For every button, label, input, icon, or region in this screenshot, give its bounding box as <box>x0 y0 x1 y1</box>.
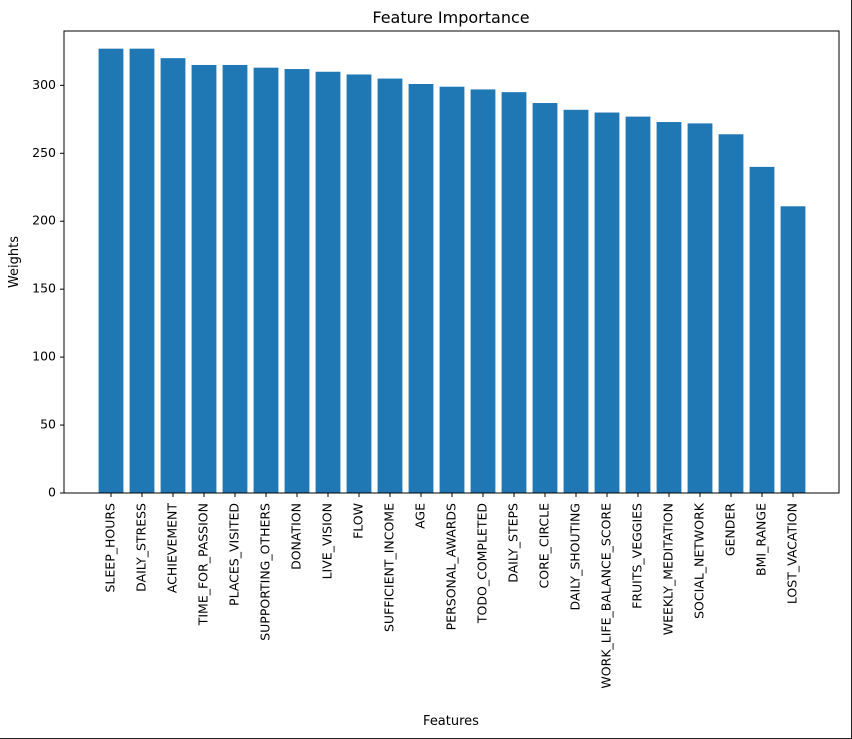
x-tick-label: TIME_FOR_PASSION <box>196 503 211 626</box>
bar-places-visited <box>222 64 248 493</box>
x-tick-label: DONATION <box>289 503 304 570</box>
bar-age <box>408 83 434 494</box>
x-axis-label: Features <box>423 714 479 729</box>
bar-todo-completed <box>470 89 496 494</box>
bar-gender <box>718 134 744 493</box>
bar-daily-shouting <box>563 109 589 493</box>
x-tick-label: DAILY_SHOUTING <box>568 503 583 611</box>
x-tick-label: WEEKLY_MEDITATION <box>661 503 676 635</box>
x-tick-label: LIVE_VISION <box>320 503 335 579</box>
x-tick-label: WORK_LIFE_BALANCE_SCORE <box>599 503 614 689</box>
bar-live-vision <box>315 71 341 493</box>
x-tick-label: DAILY_STEPS <box>506 503 521 583</box>
x-tick-label: FLOW <box>351 503 366 539</box>
bar-weekly-meditation <box>656 122 682 493</box>
bar-time-for-passion <box>191 64 217 493</box>
y-tick-label: 50 <box>40 417 56 432</box>
bar-donation <box>284 69 310 494</box>
bars-group <box>98 48 806 494</box>
x-tick-label: SOCIAL_NETWORK <box>692 502 707 619</box>
y-axis-label: Weights <box>7 236 22 288</box>
bar-bmi-range <box>749 166 775 493</box>
chart-title: Feature Importance <box>372 8 529 27</box>
y-tick-label: 0 <box>48 485 56 500</box>
y-tick-label: 200 <box>32 213 56 228</box>
bar-sufficient-income <box>377 78 403 493</box>
bar-personal-awards <box>439 86 465 494</box>
bar-work-life-balance-score <box>594 112 620 493</box>
x-tick-label: CORE_CIRCLE <box>537 503 552 589</box>
bar-daily-steps <box>501 92 527 494</box>
x-tick-label: SUPPORTING_OTHERS <box>258 503 273 641</box>
x-axis: SLEEP_HOURS DAILY_STRESS ACHIEVEMENT TIME_F… <box>103 493 800 689</box>
y-axis: 0 50 100 150 200 250 300 <box>32 77 64 500</box>
y-tick-label: 250 <box>32 145 56 160</box>
y-tick-label: 300 <box>32 77 56 92</box>
x-tick-label: FRUITS_VEGGIES <box>630 503 645 609</box>
x-tick-label: ACHIEVEMENT <box>165 503 180 594</box>
x-tick-label: PLACES_VISITED <box>227 503 242 606</box>
x-tick-label: AGE <box>413 503 428 529</box>
bar-achievement <box>160 58 186 494</box>
bar-flow <box>346 74 372 493</box>
x-tick-label: DAILY_STRESS <box>134 503 149 592</box>
bar-lost-vacation <box>780 206 806 494</box>
x-tick-label: BMI_RANGE <box>754 503 769 576</box>
bar-core-circle <box>532 103 558 494</box>
bar-daily-stress <box>129 48 155 493</box>
x-tick-label: SLEEP_HOURS <box>103 503 118 593</box>
x-tick-label: PERSONAL_AWARDS <box>444 503 459 630</box>
x-tick-label: GENDER <box>723 503 738 556</box>
bar-social-network <box>687 123 713 494</box>
x-tick-label: LOST_VACATION <box>785 503 800 604</box>
y-tick-label: 150 <box>32 281 56 296</box>
bar-sleep-hours <box>98 48 124 493</box>
x-tick-label: SUFFICIENT_INCOME <box>382 503 397 632</box>
y-tick-label: 100 <box>32 349 56 364</box>
plot-area-border <box>63 30 840 494</box>
x-tick-label: TODO_COMPLETED <box>475 503 490 624</box>
bar-fruits-veggies <box>625 116 651 494</box>
bar-supporting-others <box>253 67 279 493</box>
